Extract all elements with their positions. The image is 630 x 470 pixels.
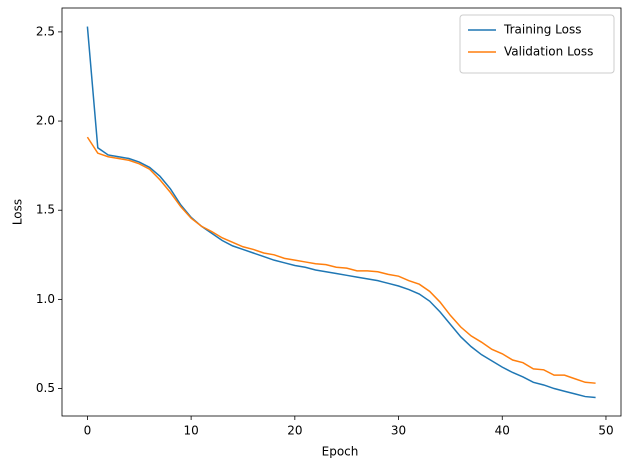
line-series [86,136,596,384]
y-tick-label: 0.5 [36,381,55,395]
y-tick-label: 1.5 [36,203,55,217]
line-series [86,26,596,399]
legend-label: Training Loss [503,23,581,37]
y-axis-label: Loss [11,199,25,225]
x-axis-label: Epoch [322,445,359,459]
x-tick-label: 10 [183,424,198,438]
x-tick-label: 40 [495,424,510,438]
x-tick-label: 50 [598,424,613,438]
y-tick-label: 2.0 [36,114,55,128]
plot-frame [61,7,622,417]
x-tick-label: 0 [84,424,92,438]
legend-label: Validation Loss [504,45,593,59]
y-tick-label: 1.0 [36,292,55,306]
x-tick-label: 30 [391,424,406,438]
x-tick-label: 20 [287,424,302,438]
legend-box [459,14,615,74]
y-tick-label: 2.5 [36,24,55,38]
